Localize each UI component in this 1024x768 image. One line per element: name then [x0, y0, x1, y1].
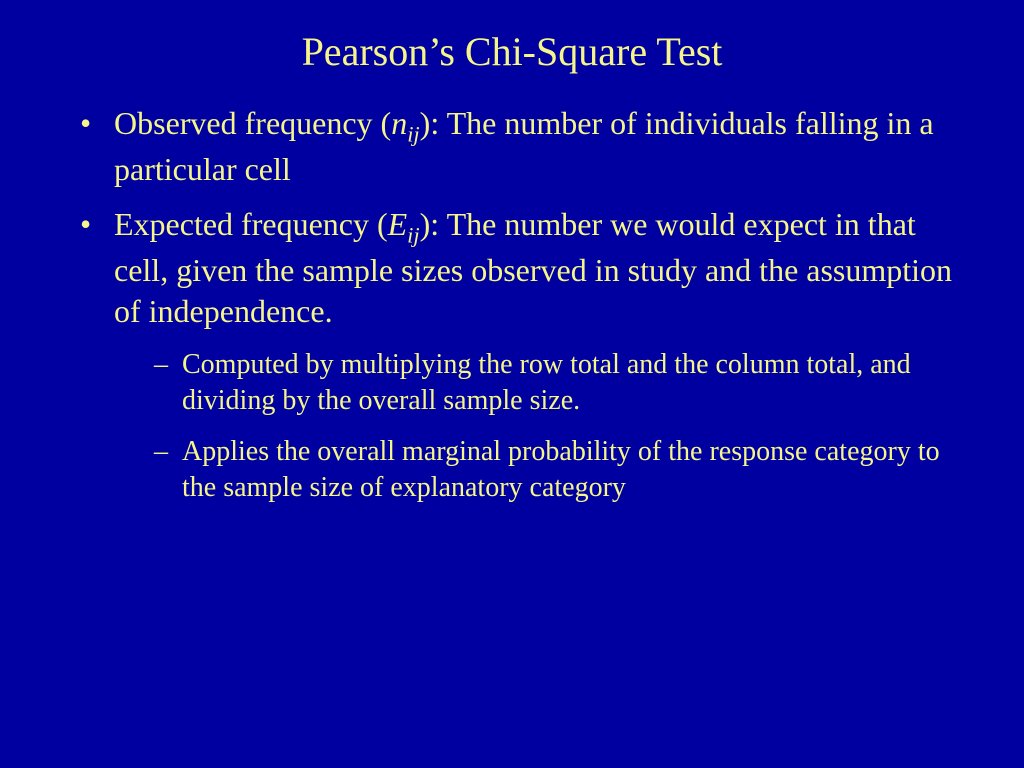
math-subscript: ij	[407, 121, 419, 146]
sub-bullet-list: Computed by multiplying the row total an…	[114, 347, 964, 507]
sub-bullet-item: Computed by multiplying the row total an…	[154, 347, 964, 420]
math-var: E	[388, 206, 408, 242]
math-subscript: ij	[407, 223, 419, 248]
sub-bullet-item: Applies the overall marginal probability…	[154, 434, 964, 507]
bullet-item: Observed frequency (nij): The number of …	[80, 103, 964, 190]
slide-title: Pearson’s Chi-Square Test	[60, 28, 964, 75]
bullet-text: Observed frequency (	[114, 105, 391, 141]
bullet-text: Expected frequency (	[114, 206, 388, 242]
bullet-list: Observed frequency (nij): The number of …	[60, 103, 964, 506]
math-var: n	[391, 105, 407, 141]
bullet-item: Expected frequency (Eij): The number we …	[80, 204, 964, 506]
